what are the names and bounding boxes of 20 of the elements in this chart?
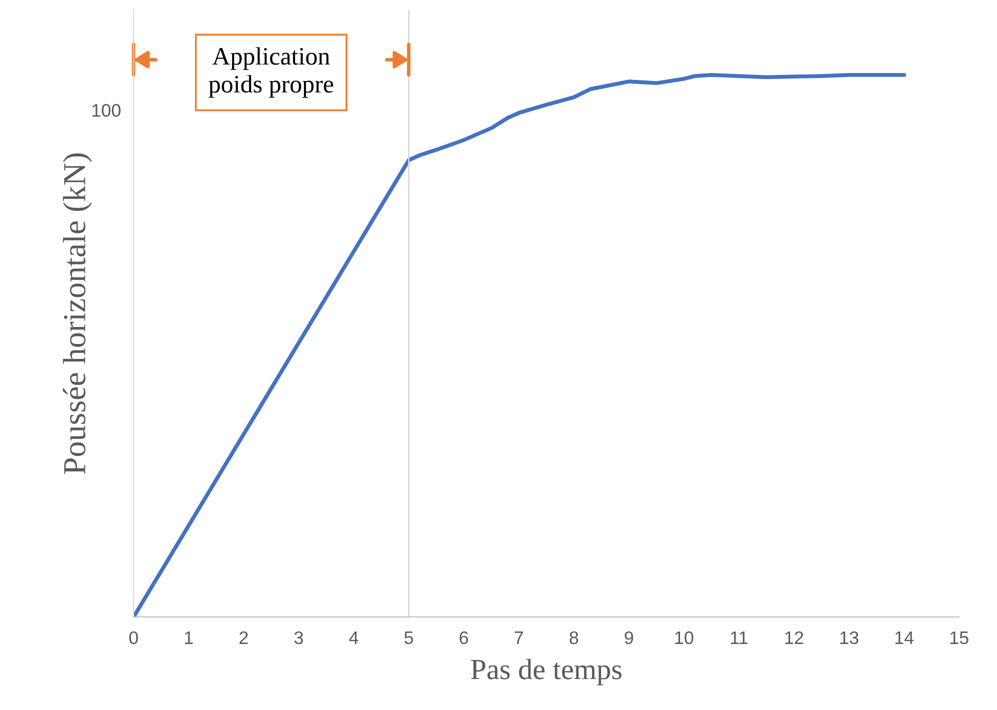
- x-axis-title: Pas de temps: [471, 658, 622, 686]
- x-tick-label: 2: [240, 631, 248, 644]
- x-tick-label: 1: [184, 632, 193, 644]
- x-tick-label: 14: [895, 632, 914, 644]
- x-tick-label: 10: [675, 631, 694, 644]
- x-tick-label: 7: [514, 632, 523, 644]
- y-axis-title: Poussée horizontale (kN): [62, 153, 92, 474]
- annotation: Application poids propre: [208, 47, 334, 98]
- x-tick-label: 4: [349, 632, 358, 644]
- x-tick-label: 5: [404, 632, 414, 644]
- x-tick-label: 9: [624, 631, 634, 644]
- x-tick-label: 12: [785, 631, 804, 644]
- x-tick-label: 15: [950, 632, 968, 644]
- x-tick-label: 0: [129, 631, 138, 644]
- text: 100: [92, 104, 121, 117]
- x-tick-label: 6: [460, 631, 468, 644]
- x-tick-label: 13: [840, 631, 858, 644]
- x-tick-label: 3: [294, 631, 303, 644]
- x-tick-label: 11: [730, 632, 748, 644]
- x-tick-label: 8: [570, 631, 578, 644]
